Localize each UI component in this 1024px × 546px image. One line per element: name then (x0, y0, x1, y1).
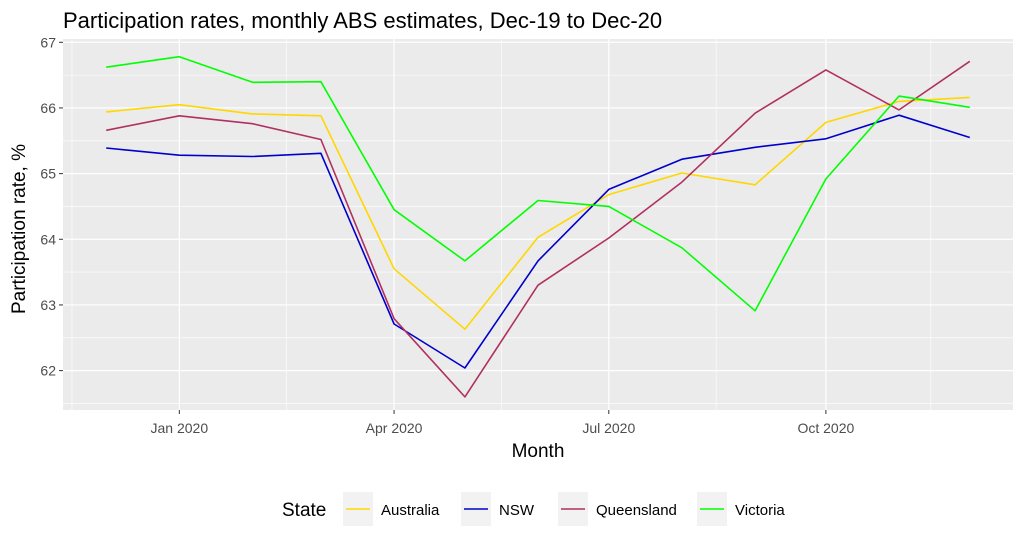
plot-panel (63, 39, 1013, 410)
y-tick-label: 65 (40, 166, 56, 182)
legend-title: State (282, 500, 326, 521)
x-axis-title: Month (512, 441, 565, 462)
legend-label-nsw: NSW (499, 502, 535, 519)
legend: State Australia NSW Queensland Victoria (282, 492, 785, 526)
y-tick-label: 63 (40, 297, 56, 313)
y-axis-ticks: 62 63 64 65 66 67 (40, 34, 63, 379)
y-tick-label: 62 (40, 363, 56, 379)
series-line-australia (106, 96, 970, 331)
y-tick-label: 67 (40, 34, 56, 50)
legend-label-australia: Australia (381, 502, 440, 519)
legend-label-victoria: Victoria (735, 502, 785, 519)
series-line-nsw (106, 114, 971, 369)
major-gridlines (63, 39, 1013, 410)
series-line-victoria (106, 55, 970, 312)
minor-gridlines (63, 39, 1013, 410)
x-axis-ticks: Jan 2020 Apr 2020 Jul 2020 Oct 2020 (151, 410, 854, 436)
y-axis-title: Participation rate, % (9, 144, 30, 314)
legend-label-queensland: Queensland (596, 502, 677, 519)
x-tick-label: Oct 2020 (797, 420, 854, 436)
chart-title: Participation rates, monthly ABS estimat… (63, 8, 662, 33)
y-tick-label: 64 (40, 231, 56, 247)
x-tick-label: Apr 2020 (366, 420, 423, 436)
y-tick-label: 66 (40, 100, 56, 116)
x-tick-label: Jul 2020 (582, 420, 635, 436)
x-tick-label: Jan 2020 (151, 420, 209, 436)
series-line-queensland (106, 60, 971, 398)
series-lines (106, 55, 971, 398)
